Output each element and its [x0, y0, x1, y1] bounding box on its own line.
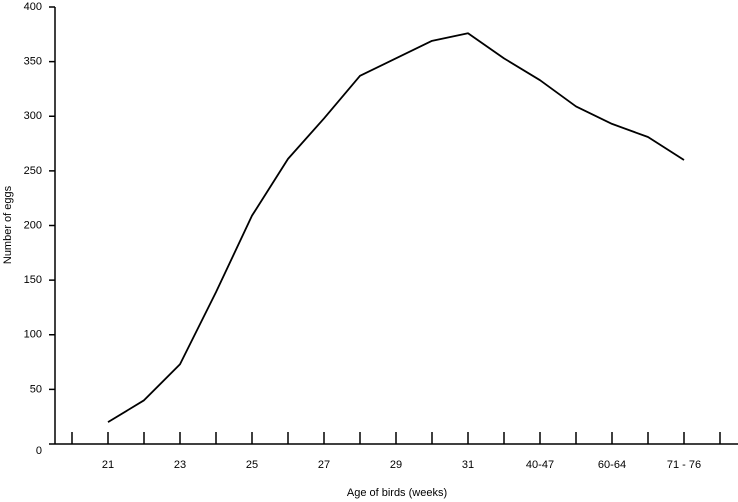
x-tick-label: 60-64: [598, 459, 626, 471]
y-tick-label: 300: [24, 110, 42, 122]
x-tick-label: 29: [390, 459, 402, 471]
y-tick-label: 400: [24, 1, 42, 13]
y-tick-label: 0: [36, 445, 42, 457]
x-tick-label: 21: [102, 459, 114, 471]
line-series: [107, 32, 685, 423]
x-tick-label: 71 - 76: [667, 459, 701, 471]
x-tick-label: 40-47: [526, 459, 554, 471]
x-tick-label: 25: [246, 459, 258, 471]
y-tick-label: 50: [30, 383, 42, 395]
y-tick-label: 150: [24, 274, 42, 286]
x-tick-label: 27: [318, 459, 330, 471]
y-axis-label: Number of eggs: [2, 185, 14, 264]
x-tick-label: 31: [462, 459, 474, 471]
x-tick-label: 23: [174, 459, 186, 471]
y-tick-label: 100: [24, 329, 42, 341]
y-tick-label: 350: [24, 56, 42, 68]
x-axis-label: Age of birds (weeks): [347, 487, 447, 499]
y-tick-label: 200: [24, 219, 42, 231]
y-tick-label: 250: [24, 165, 42, 177]
